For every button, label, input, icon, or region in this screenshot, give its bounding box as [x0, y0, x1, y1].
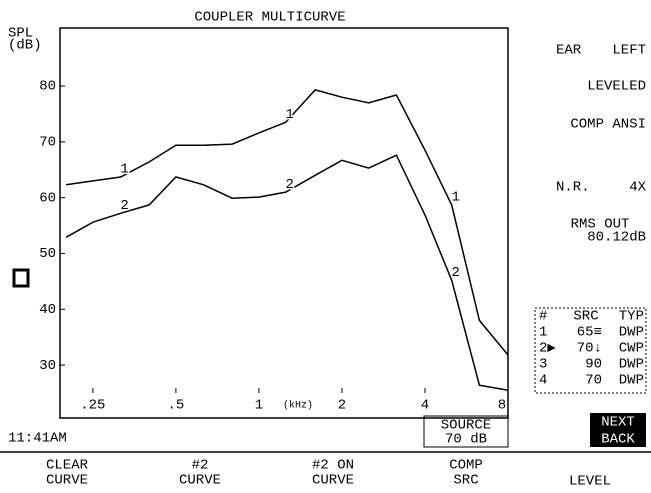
status: 4X	[629, 180, 646, 196]
curve	[65, 89, 509, 356]
table-header: SRC	[573, 309, 598, 325]
status: N.R.	[556, 180, 590, 196]
status: LEFT	[612, 43, 646, 59]
table-cell: 1	[539, 325, 547, 341]
table-cell: 70	[585, 373, 602, 389]
y-tick-label: 50	[39, 246, 56, 262]
status: RMS OUT	[571, 217, 630, 233]
table-cell: 3	[539, 357, 547, 373]
x-tick-label: 1	[255, 398, 263, 414]
status: LEVELED	[587, 79, 646, 95]
softkey[interactable]: CLEAR	[46, 458, 89, 474]
curve-label: 1	[120, 162, 128, 178]
x-tick-label: 2	[338, 398, 346, 414]
curve-label: 2	[285, 177, 293, 193]
curve	[65, 154, 509, 391]
y-label: (dB)	[8, 38, 42, 54]
y-tick-label: 80	[39, 79, 56, 95]
softkey[interactable]: #2	[192, 458, 209, 474]
table-cell: 2▶	[539, 341, 556, 357]
status: 80.12dB	[587, 230, 646, 246]
table-cell: DWP	[619, 325, 644, 341]
x-label: (kHz)	[283, 400, 313, 412]
table-cell: DWP	[619, 373, 644, 389]
table-cell: 90	[585, 357, 602, 373]
table-cell: 70↓	[577, 341, 602, 357]
curve-label: 1	[285, 107, 293, 123]
time: 11:41AM	[8, 431, 67, 447]
nav-box	[590, 413, 646, 447]
table-header: TYP	[619, 309, 644, 325]
source: SOURCE	[441, 418, 491, 434]
icon	[12, 268, 30, 288]
x-tick-label: 4	[421, 398, 429, 414]
curve-label: 2	[451, 265, 459, 281]
x-tick-label: .5	[167, 398, 184, 414]
curve-label: 1	[451, 190, 459, 206]
table-cell: 65≡	[577, 325, 602, 341]
plot-frame	[59, 27, 509, 419]
status: COMP ANSI	[570, 117, 646, 133]
y-tick-label: 30	[39, 358, 56, 374]
x-tick-label: .25	[80, 398, 105, 414]
y-tick-label: 60	[39, 190, 56, 206]
table-cell: DWP	[619, 357, 644, 373]
chart-title: COUPLER MULTICURVE	[194, 10, 345, 26]
softkey[interactable]: #2 ON	[312, 458, 354, 474]
table-cell: 4	[539, 373, 547, 389]
table-cell: CWP	[619, 341, 644, 357]
y-tick-label: 70	[39, 135, 56, 151]
nav[interactable]: BACK	[601, 432, 635, 448]
y-tick-label: 40	[39, 302, 56, 318]
source-box	[423, 415, 509, 448]
softkey[interactable]: COMP	[449, 458, 483, 474]
source: 70 dB	[445, 432, 487, 448]
x-tick-label: 8	[498, 398, 506, 414]
status: EAR	[556, 43, 582, 59]
table-header: #	[539, 309, 547, 325]
curve-label: 2	[120, 198, 128, 214]
softkey[interactable]: CURVE	[312, 473, 354, 489]
softkey[interactable]: CURVE	[46, 473, 88, 489]
softkey[interactable]: LEVEL	[569, 474, 611, 490]
table-frame	[534, 307, 647, 394]
softkey[interactable]: SRC	[453, 473, 478, 489]
nav[interactable]: NEXT	[601, 415, 635, 431]
y-label: SPL	[8, 26, 33, 42]
softkey[interactable]: CURVE	[179, 473, 221, 489]
